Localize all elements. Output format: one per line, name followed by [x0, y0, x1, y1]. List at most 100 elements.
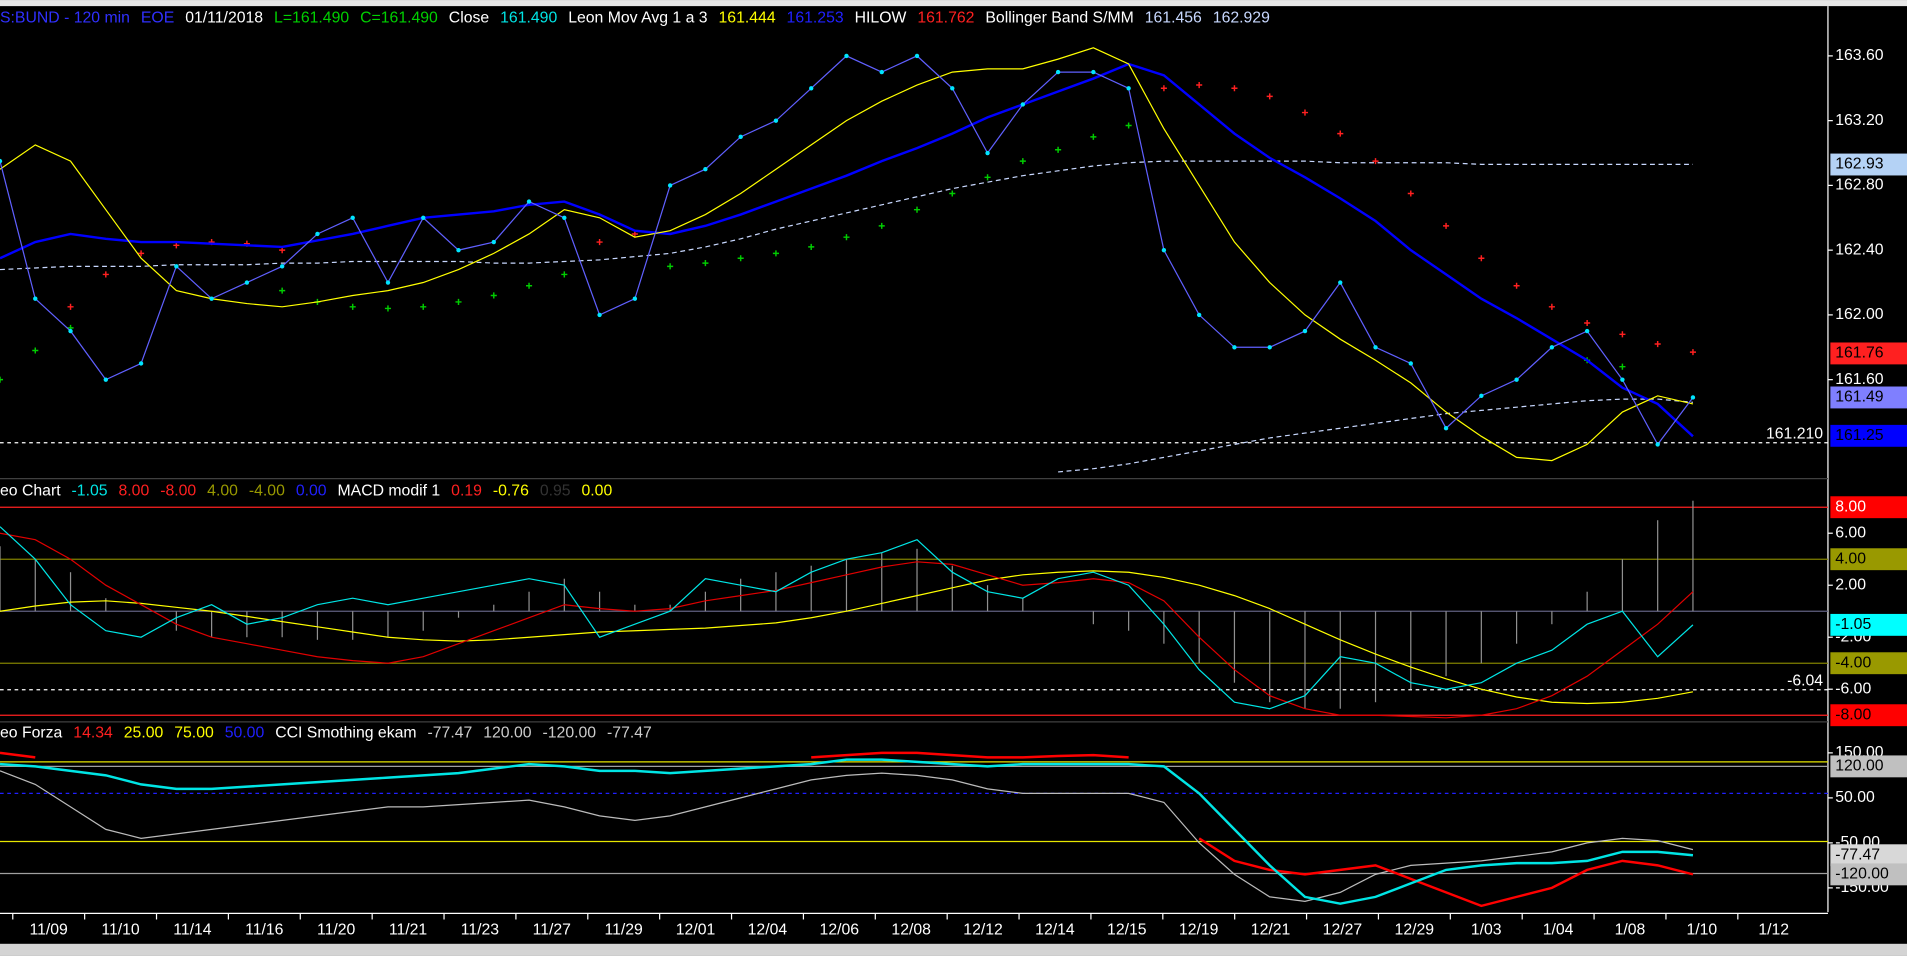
header-item: Leon Mov Avg 1 a 3: [568, 9, 708, 26]
hilow-cross: [138, 250, 145, 257]
header-item: -8.00: [160, 483, 196, 500]
hilow-cross: [1407, 190, 1414, 197]
close-point: [174, 264, 179, 269]
hilow-cross: [1443, 222, 1450, 229]
close-point: [1549, 345, 1555, 350]
value-marker: [1830, 548, 1907, 571]
hilow-cross: [1055, 146, 1062, 153]
close-point: [1126, 86, 1131, 91]
series-line: [0, 47, 1694, 462]
hilow-cross: [984, 174, 991, 181]
header-item: -4.00: [249, 483, 285, 500]
hilow-cross: [67, 303, 74, 310]
x-tick-label: 1/10: [1686, 922, 1717, 939]
header-item: EOE: [141, 9, 174, 26]
value-marker: [1830, 153, 1907, 176]
close-point: [491, 239, 496, 245]
value-marker: [1830, 863, 1907, 886]
hilow-cross: [1548, 303, 1555, 310]
hilow-cross: [490, 292, 497, 299]
x-tick-label: 11/23: [461, 922, 500, 939]
close-point: [1091, 69, 1096, 75]
close-point: [1338, 280, 1343, 285]
close-point: [1267, 345, 1272, 350]
header-item: Close: [449, 9, 490, 26]
header-item: 161.490: [500, 9, 557, 26]
hilow-cross: [1513, 282, 1520, 289]
hilow-cross: [1584, 319, 1591, 327]
hilow-cross: [772, 250, 779, 257]
header-item: -0.76: [493, 483, 529, 500]
header-item: eo Chart: [0, 483, 61, 500]
header-item: 50.00: [225, 725, 265, 742]
header-item: 161.762: [917, 9, 974, 26]
hilow-cross: [0, 376, 4, 383]
x-tick-label: 1/04: [1543, 922, 1574, 939]
hilow-cross: [102, 271, 109, 278]
value-marker-label: -77.47: [1835, 846, 1880, 863]
close-point: [1373, 345, 1378, 350]
value-marker-label: 8.00: [1835, 498, 1866, 515]
series-line: [0, 532, 1694, 719]
y-tick-label: 2.00: [1835, 576, 1866, 593]
series-line: [0, 570, 1694, 705]
x-tick-label: 12/27: [1323, 922, 1363, 939]
close-point: [1232, 345, 1237, 350]
value-marker: [1830, 704, 1907, 727]
header-item: 0.95: [540, 483, 571, 500]
header-item: 25.00: [124, 725, 164, 742]
value-marker: [1830, 342, 1907, 365]
value-marker-label: 4.00: [1835, 550, 1866, 567]
header-item: L=161.490: [274, 9, 349, 26]
close-point: [244, 280, 250, 285]
header-item: 0.00: [296, 483, 327, 500]
close-point: [1161, 247, 1167, 253]
x-tick-label: 12/01: [676, 922, 716, 939]
series-line: [0, 751, 36, 759]
header-item: HILOW: [855, 9, 907, 26]
close-point: [421, 215, 426, 220]
hilow-cross: [384, 305, 392, 312]
hilow-cross: [1019, 158, 1026, 165]
close-point: [914, 53, 920, 59]
x-tick-label: 12/04: [748, 922, 788, 939]
hilow-cross: [949, 190, 956, 197]
hilow-cross: [667, 263, 674, 270]
series-line: [0, 770, 1694, 903]
header-item: 14.34: [73, 725, 113, 742]
close-point: [1655, 442, 1660, 447]
header-item: 4.00: [207, 483, 238, 500]
hilow-cross: [279, 287, 286, 294]
y-tick-label: 163.60: [1835, 47, 1884, 64]
value-marker: [1830, 386, 1907, 409]
close-point: [385, 280, 391, 285]
close-point: [632, 296, 638, 301]
x-tick-label: 11/14: [173, 922, 212, 939]
value-marker: [1830, 496, 1907, 519]
hilow-cross: [1478, 255, 1485, 262]
header-item: -77.47: [607, 725, 652, 742]
value-marker-label: -8.00: [1835, 706, 1871, 723]
hilow-cross: [455, 298, 462, 305]
close-point: [985, 150, 990, 156]
close-point: [773, 118, 779, 123]
value-marker-label: -4.00: [1835, 654, 1871, 671]
hilow-cross: [1196, 81, 1203, 89]
close-point: [1479, 393, 1484, 399]
hilow-cross: [1160, 85, 1167, 92]
close-point: [950, 86, 955, 91]
window-bottom-border: [0, 943, 1907, 956]
y-tick-label: -6.00: [1835, 680, 1871, 697]
value-marker-label: -1.05: [1835, 616, 1871, 633]
hilow-cross: [596, 239, 603, 246]
window-top-border: [0, 0, 1907, 7]
header-item: -77.47: [428, 725, 473, 742]
hilow-cross: [702, 260, 709, 267]
close-point: [1443, 426, 1449, 431]
y-tick-label: 161.60: [1835, 371, 1884, 388]
close-point: [526, 199, 532, 204]
series-line: [1058, 398, 1694, 473]
y-tick-label: 162.00: [1835, 306, 1884, 323]
close-point: [1514, 377, 1519, 382]
